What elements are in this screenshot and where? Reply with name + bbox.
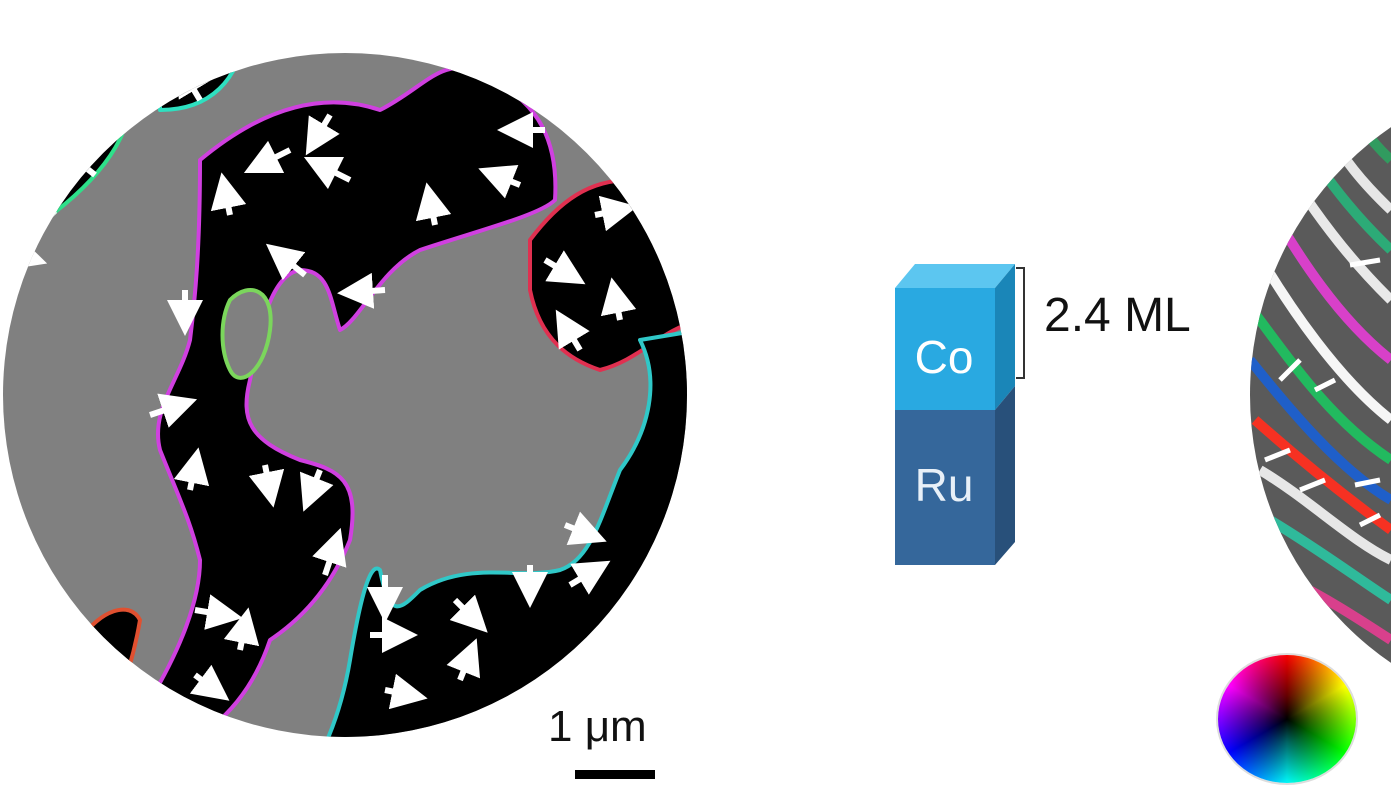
co-front-face: [895, 288, 995, 410]
hue-color-wheel-icon: [1218, 655, 1356, 783]
thickness-bracket: [1016, 267, 1025, 379]
right-arrows: [1264, 257, 1382, 528]
ru-side-face: [995, 386, 1015, 565]
co-side-face: [995, 264, 1015, 410]
ru-layer-label: Ru: [914, 459, 974, 511]
domain-4: [220, 288, 273, 380]
right-microscopy-image: [1250, 70, 1391, 710]
scale-bar: [575, 770, 655, 779]
left-microscopy-image: [3, 53, 687, 737]
domain-7: [38, 607, 142, 737]
co-top-face: [895, 264, 1015, 288]
layer-stack-diagram: [895, 264, 1015, 565]
scale-bar-label: 1 μm: [548, 702, 647, 751]
co-layer-label: Co: [914, 331, 974, 383]
ru-front-face: [895, 410, 995, 565]
thickness-label: 2.4 ML: [1044, 289, 1191, 342]
